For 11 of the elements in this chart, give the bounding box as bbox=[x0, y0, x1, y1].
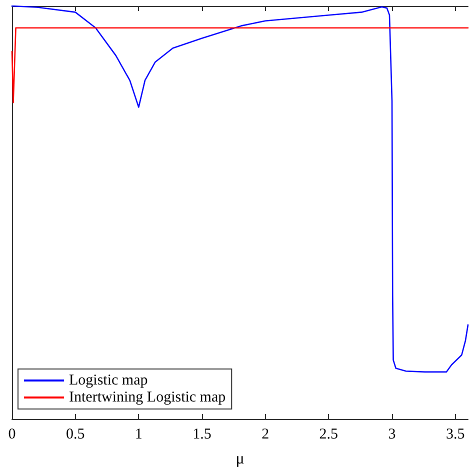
x-tick-label: 2 bbox=[262, 426, 270, 442]
x-tick-label: 3.5 bbox=[446, 426, 465, 442]
legend-label: Intertwining Logistic map bbox=[69, 390, 226, 406]
x-tick-label: 1 bbox=[134, 426, 142, 442]
x-tick-label: 0 bbox=[8, 426, 16, 442]
x-tick-label: 2.5 bbox=[319, 426, 338, 442]
x-axis-title: μ bbox=[236, 450, 244, 468]
x-tick-label: 1.5 bbox=[192, 426, 212, 442]
x-tick-label: 0.5 bbox=[66, 426, 85, 442]
x-tick-label: 3 bbox=[388, 426, 396, 442]
legend-label: Logistic map bbox=[69, 372, 148, 388]
